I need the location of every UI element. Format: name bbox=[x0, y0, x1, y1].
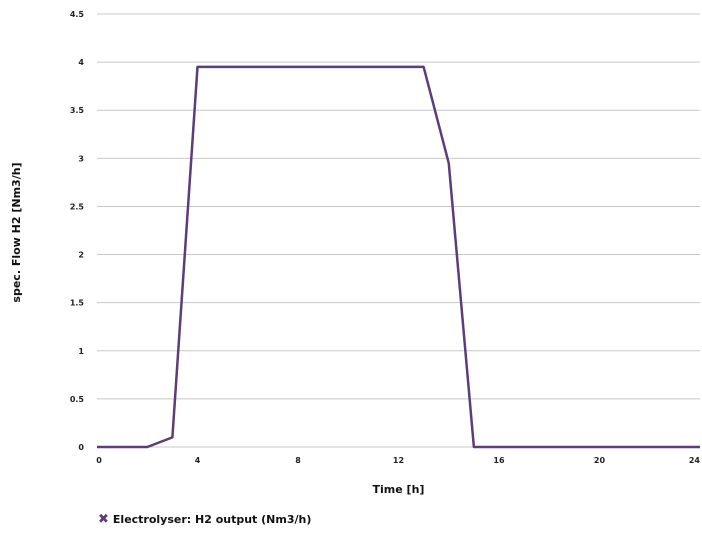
x-tick-label: 0 bbox=[96, 456, 102, 465]
x-axis-title: Time [h] bbox=[373, 483, 425, 496]
y-tick-label: 2.5 bbox=[70, 202, 85, 211]
gridlines bbox=[97, 13, 700, 448]
series-layer bbox=[96, 65, 701, 449]
y-axis-title: spec. Flow H2 [Nm3/h] bbox=[10, 162, 23, 302]
y-tick-label: 4 bbox=[78, 58, 84, 67]
y-tick-label: 0.5 bbox=[70, 395, 85, 404]
x-tick-label: 12 bbox=[393, 456, 404, 465]
x-tick-label: 16 bbox=[493, 456, 505, 465]
x-tick-label: 24 bbox=[689, 456, 701, 465]
y-tick-label: 3 bbox=[78, 154, 84, 163]
legend: ✖ Electrolyser: H2 output (Nm3/h) bbox=[98, 513, 311, 526]
y-tick-labels: 0 0.5 1 1.5 2 2.5 3 3.5 4 4.5 bbox=[70, 10, 85, 452]
x-tick-label: 20 bbox=[594, 456, 606, 465]
y-tick-label: 1 bbox=[78, 347, 84, 356]
y-tick-label: 0 bbox=[78, 443, 84, 452]
legend-x-marker-icon: ✖ bbox=[98, 512, 109, 527]
x-tick-label: 8 bbox=[295, 456, 301, 465]
series-line bbox=[97, 65, 700, 449]
y-tick-label: 3.5 bbox=[70, 106, 85, 115]
y-tick-label: 1.5 bbox=[70, 299, 85, 308]
x-tick-label: 4 bbox=[195, 456, 201, 465]
y-tick-label: 2 bbox=[78, 251, 84, 260]
y-tick-label: 4.5 bbox=[70, 10, 85, 19]
x-tick-labels: 0 4 8 12 16 20 24 bbox=[96, 456, 700, 465]
legend-label: Electrolyser: H2 output (Nm3/h) bbox=[112, 513, 312, 526]
